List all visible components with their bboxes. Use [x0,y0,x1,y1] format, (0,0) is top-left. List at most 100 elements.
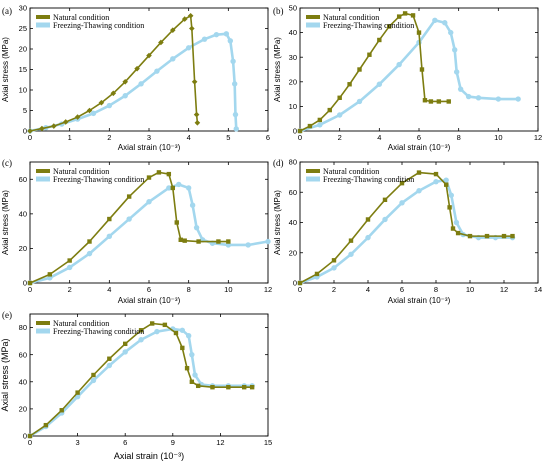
natural-point [27,433,33,439]
y-tick-label: 5 [23,106,27,115]
freezing-thawing-point [448,29,454,36]
freezing-thawing-point [201,36,208,42]
x-axis-label: Axial strain (10⁻³) [118,143,181,152]
freezing-thawing-point [90,377,97,384]
panel-label: (e) [2,310,12,320]
natural-point [419,67,425,72]
natural-point [422,98,428,103]
freezing-thawing-point [443,177,449,183]
natural-point [399,180,405,186]
natural-point [501,233,507,239]
natural-point [146,175,152,180]
freezing-thawing-point [66,264,73,271]
natural-point [75,390,80,395]
freezing-thawing-point [223,31,230,37]
panel-b: 0 2 4 6 8 10 12 0 10 20 30 40 50 Axial strain (10⁻³) A… [273,4,542,152]
freezing-thawing-point [376,81,383,87]
natural-point [433,171,439,177]
series-freezing-thawing [297,177,516,286]
natural-point [174,220,179,225]
x-tick-label: 8 [187,285,191,294]
freezing-thawing-point [176,181,182,188]
y-tick-label: 60 [19,350,27,359]
legend-item: Freezing-Thawing condition [306,21,414,30]
y-tick-label: 0 [293,279,297,288]
x-tick-label: 0 [28,285,32,294]
freezing-thawing-point [213,31,220,38]
freezing-thawing-point [265,238,271,245]
natural-point [170,27,176,33]
y-tick-label: 20 [289,248,297,257]
freezing-thawing-point [231,81,238,87]
x-tick-label: 2 [107,133,111,142]
legend-label: Freezing-Thawing condition [53,327,144,336]
natural-point [365,217,371,222]
legend-item: Freezing-Thawing condition [36,21,144,30]
panel-label: (d) [273,158,284,168]
freezing-thawing-point [416,188,422,194]
freezing-thawing-point [317,122,323,128]
y-axis-label: Axial stress (MPa) [0,338,10,411]
natural-point [74,114,81,120]
natural-point [162,322,168,328]
x-tick-label: 6 [417,133,421,142]
freezing-thawing-point [170,56,176,62]
natural-point [47,272,53,277]
x-tick-label: 12 [264,285,272,294]
y-tick-label: 0 [23,127,27,136]
natural-point [59,408,64,413]
freezing-thawing-point [382,216,388,223]
series-natural [297,11,451,134]
legend-label: Natural condition [53,167,109,176]
freezing-thawing-point [230,58,236,64]
natural-point [387,24,392,29]
freezing-thawing-point [232,111,239,118]
freezing-thawing-point [453,219,460,226]
series-freezing-thawing [27,181,271,286]
x-tick-label: 4 [187,133,191,142]
y-axis-label: Axial stress (MPa) [1,37,10,102]
panel-c: 0 2 4 6 8 10 12 0 20 40 60 Axial strain (10⁻³) Axial… [1,158,272,305]
freezing-thawing-point [192,372,198,378]
legend-item: Natural condition [36,319,109,328]
y-tick-label: 40 [19,209,27,218]
natural-point [187,12,194,19]
natural-point [367,52,372,57]
natural-point [210,385,215,390]
natural-point [331,258,337,263]
freezing-thawing-point [86,250,93,257]
natural-point [189,25,195,32]
natural-point [149,321,155,326]
x-tick-label: 2 [338,133,342,142]
x-tick-label: 0 [298,133,302,142]
x-tick-label: 6 [266,133,270,142]
y-tick-label: 0 [23,279,27,288]
natural-point [182,238,187,243]
freezing-thawing-point [189,351,195,358]
x-tick-label: 0 [28,438,32,447]
x-tick-label: 10 [494,133,502,142]
natural-point [444,182,449,187]
series-natural [27,12,201,134]
natural-point [455,230,461,236]
series-line [29,32,238,133]
x-tick-label: 14 [534,285,542,294]
x-tick-label: 12 [534,133,542,142]
panel-label: (b) [273,6,284,16]
freezing-thawing-point [126,216,132,222]
natural-point [189,379,195,384]
freezing-thawing-point [356,98,363,105]
x-tick-label: 10 [224,285,232,294]
x-tick-label: 0 [28,133,32,142]
freezing-thawing-point [185,45,192,51]
freezing-thawing-point [399,200,405,206]
freezing-thawing-point [154,328,160,335]
natural-point [327,107,332,113]
natural-point [484,233,490,239]
natural-point [357,67,362,72]
y-tick-label: 40 [19,377,27,386]
freezing-thawing-point [233,126,239,132]
natural-point [62,119,69,125]
freezing-thawing-point [442,20,448,26]
freezing-thawing-point [396,61,402,68]
